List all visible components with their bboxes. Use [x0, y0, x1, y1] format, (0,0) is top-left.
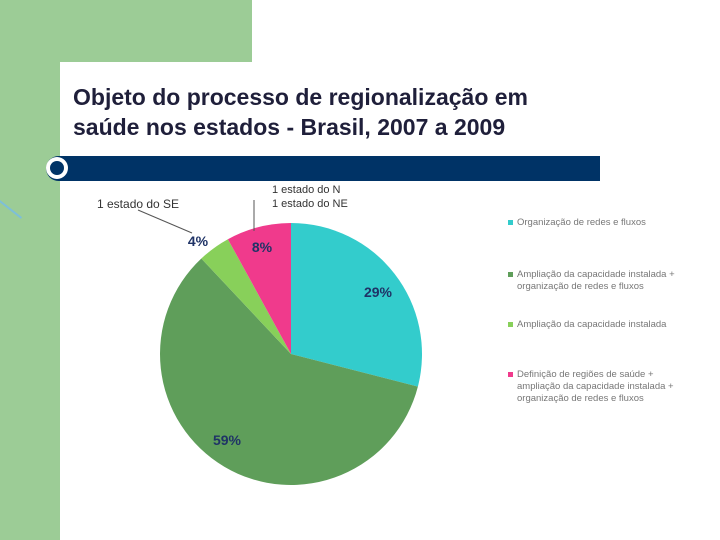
pie-slice-3 — [227, 223, 291, 354]
title-line-1: Objeto do processo de regionalização em — [73, 84, 529, 110]
pie-slice-0 — [291, 223, 422, 387]
title-line-2: saúde nos estados - Brasil, 2007 a 2009 — [73, 114, 506, 140]
legend-label-1: Ampliação da capacidade instalada + orga… — [517, 269, 675, 292]
slide-title: Objeto do processo de regionalização em … — [73, 82, 673, 142]
pie-slice-2 — [201, 239, 291, 354]
pie-label-1: 59% — [213, 432, 242, 448]
chart-legend: Organização de redes e fluxos Ampliação d… — [508, 217, 678, 405]
pie-label-3: 8% — [252, 239, 273, 255]
legend-item-0: Organização de redes e fluxos — [508, 217, 678, 229]
legend-swatch-0 — [508, 220, 513, 225]
legend-swatch-1 — [508, 272, 513, 277]
annotation-ne: 1 estado do NE — [272, 198, 348, 210]
pie-label-2: 4% — [188, 233, 209, 249]
legend-label-2: Ampliação da capacidade instalada — [517, 319, 667, 330]
legend-swatch-2 — [508, 322, 513, 327]
legend-item-1: Ampliação da capacidade instalada + orga… — [508, 269, 678, 293]
legend-item-2: Ampliação da capacidade instalada — [508, 319, 678, 331]
annotation-se: 1 estado do SE — [97, 197, 180, 211]
pie-slices — [160, 223, 422, 485]
title-underline-bar — [46, 156, 600, 181]
legend-label-3: Definição de regiões de saúde + ampliaçã… — [517, 369, 674, 404]
annotation-n: 1 estado do N — [272, 184, 341, 196]
background-top-band — [0, 0, 252, 62]
leader-line-se — [137, 209, 193, 234]
pie-slice-1 — [160, 258, 418, 485]
legend-swatch-3 — [508, 372, 513, 377]
legend-label-0: Organização de redes e fluxos — [517, 217, 646, 228]
annotation-n-ne: 1 estado do N 1 estado do NE — [272, 183, 348, 211]
bar-bullet-inner — [50, 161, 64, 175]
legend-item-3: Definição de regiões de saúde + ampliaçã… — [508, 369, 678, 405]
background-left-band — [0, 0, 60, 540]
pie-labels: 29% 59% 4% 8% — [188, 233, 393, 448]
pie-label-0: 29% — [364, 284, 393, 300]
